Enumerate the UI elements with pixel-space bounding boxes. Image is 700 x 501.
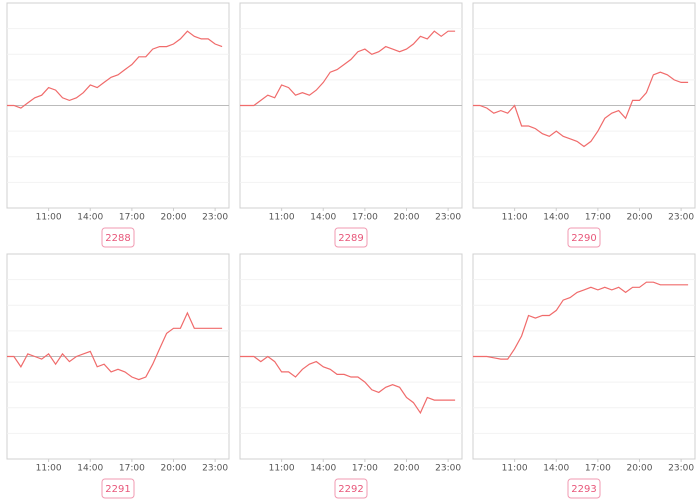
- series-line: [240, 355, 456, 415]
- x-tick-label: 17:00: [585, 464, 611, 474]
- x-tick-label: 11:00: [269, 213, 295, 223]
- chart-label: 2290: [571, 233, 596, 244]
- x-tick-label: 11:00: [502, 213, 528, 223]
- x-tick-label: 14:00: [310, 464, 336, 474]
- x-tick-label: 11:00: [36, 464, 62, 474]
- chart-label: 2288: [105, 233, 130, 244]
- x-tick-label: 17:00: [585, 213, 611, 223]
- x-tick-label: 23:00: [668, 464, 694, 474]
- x-tick-label: 17:00: [352, 464, 378, 474]
- x-tick-label: 17:00: [119, 213, 145, 223]
- x-tick-label: 20:00: [394, 213, 420, 223]
- chart-label: 2291: [105, 484, 130, 495]
- label-box: [334, 478, 368, 499]
- x-tick-label: 11:00: [502, 464, 528, 474]
- x-tick-label: 14:00: [77, 213, 103, 223]
- x-tick-label: 14:00: [543, 464, 569, 474]
- x-tick-label: 20:00: [627, 464, 653, 474]
- x-tick-label: 20:00: [161, 464, 187, 474]
- series-line: [7, 311, 223, 381]
- label-box: [567, 478, 601, 499]
- x-tick-label: 17:00: [352, 213, 378, 223]
- series-line: [7, 30, 223, 109]
- x-tick-label: 11:00: [36, 213, 62, 223]
- x-tick-label: 20:00: [627, 213, 653, 223]
- x-tick-label: 17:00: [119, 464, 145, 474]
- series-line: [473, 281, 689, 360]
- chart-label: 2292: [338, 484, 363, 495]
- x-tick-label: 23:00: [435, 213, 461, 223]
- x-tick-label: 14:00: [543, 213, 569, 223]
- x-tick-label: 20:00: [161, 213, 187, 223]
- x-tick-label: 14:00: [310, 213, 336, 223]
- label-box: [101, 227, 135, 248]
- chart-label: 2293: [571, 484, 596, 495]
- x-tick-label: 20:00: [394, 464, 420, 474]
- label-box: [334, 227, 368, 248]
- x-tick-label: 23:00: [202, 213, 228, 223]
- x-tick-label: 23:00: [668, 213, 694, 223]
- x-tick-label: 23:00: [202, 464, 228, 474]
- series-line: [473, 71, 689, 148]
- x-tick-label: 14:00: [77, 464, 103, 474]
- label-box: [567, 227, 601, 248]
- x-tick-label: 23:00: [435, 464, 461, 474]
- series-line: [240, 30, 456, 107]
- x-tick-label: 11:00: [269, 464, 295, 474]
- label-box: [101, 478, 135, 499]
- chart-label: 2289: [338, 233, 363, 244]
